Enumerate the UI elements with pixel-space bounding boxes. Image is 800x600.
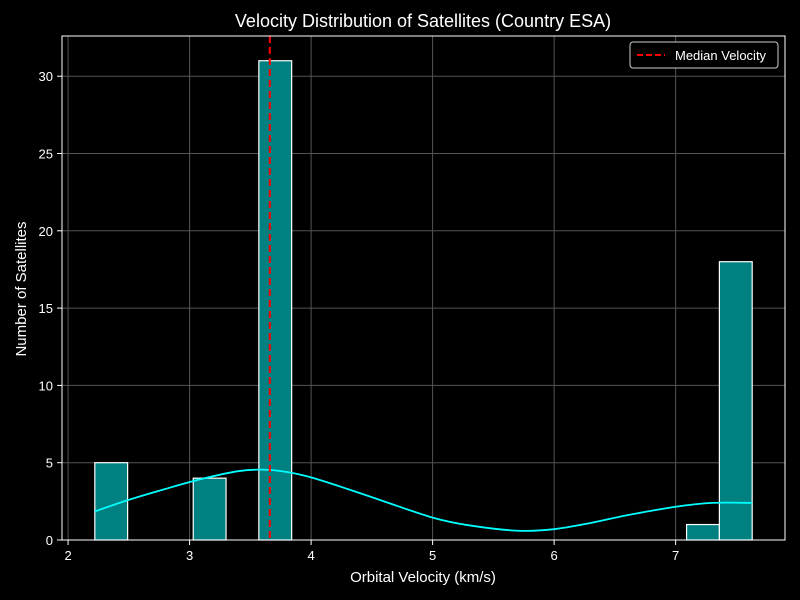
ticks-layer: 2 3 4 5 6 7 0 5 10 15 20 25 30 <box>39 69 680 563</box>
plot-frame <box>61 35 786 541</box>
y-axis-label: Number of Satellites <box>13 221 30 356</box>
kde-curve <box>94 468 753 532</box>
x-tick-label: 3 <box>186 548 193 563</box>
y-tick-label: 20 <box>39 224 53 239</box>
y-tick-label: 5 <box>46 456 53 471</box>
y-tick-label: 10 <box>39 378 53 393</box>
x-axis-label: Orbital Velocity (km/s) <box>350 569 496 586</box>
chart-title: Velocity Distribution of Satellites (Cou… <box>235 11 611 31</box>
x-tick-label: 2 <box>64 548 71 563</box>
y-tick-label: 0 <box>46 533 53 548</box>
legend: Median Velocity <box>629 41 779 69</box>
x-tick-label: 4 <box>307 548 314 563</box>
legend-frame <box>629 41 779 69</box>
y-tick-label: 25 <box>39 146 53 161</box>
kde-layer <box>94 468 753 532</box>
y-tick-label: 30 <box>39 69 53 84</box>
histogram-bar <box>258 60 293 541</box>
histogram-bar <box>718 261 753 541</box>
x-tick-label: 5 <box>429 548 436 563</box>
histogram-bar <box>685 523 720 541</box>
x-tick-label: 6 <box>551 548 558 563</box>
y-tick-label: 15 <box>39 301 53 316</box>
grid-layer <box>62 36 785 540</box>
legend-median-label: Median Velocity <box>675 48 767 63</box>
x-tick-label: 7 <box>672 548 679 563</box>
histogram-bar <box>192 477 227 541</box>
